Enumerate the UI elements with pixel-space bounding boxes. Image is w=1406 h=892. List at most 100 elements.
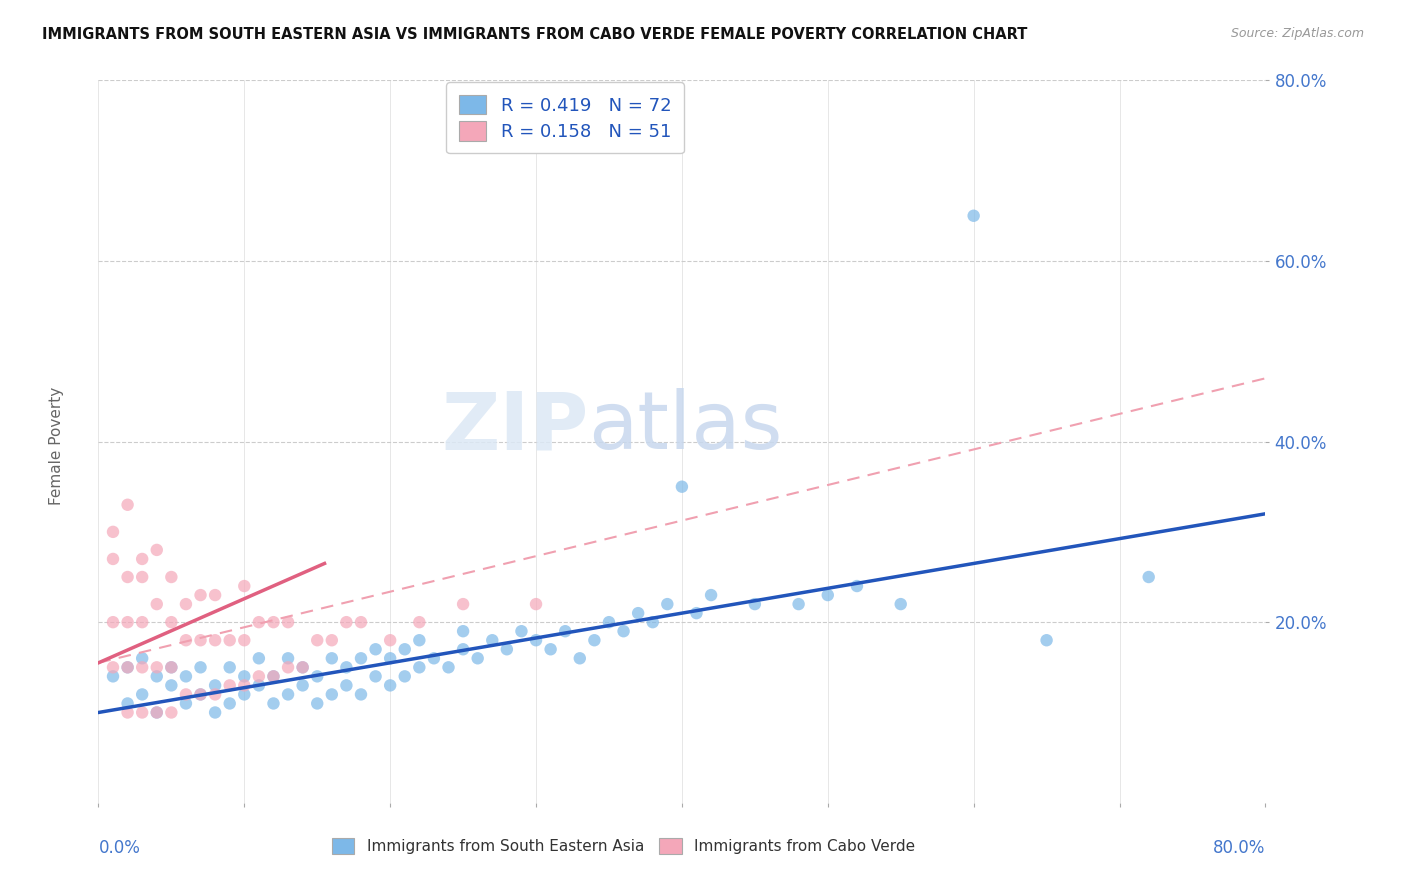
Point: [101, 552, 124, 566]
Point: [394, 669, 416, 683]
Point: [291, 660, 314, 674]
Point: [233, 579, 256, 593]
Point: [204, 706, 226, 720]
Point: [890, 597, 912, 611]
Point: [451, 642, 474, 657]
Point: [380, 633, 402, 648]
Point: [524, 633, 547, 648]
Point: [627, 606, 650, 620]
Point: [321, 633, 343, 648]
Point: [583, 633, 606, 648]
Point: [218, 633, 240, 648]
Point: [117, 570, 139, 584]
Point: [496, 642, 519, 657]
Point: [146, 669, 169, 683]
Point: [321, 687, 343, 701]
Point: [451, 597, 474, 611]
Point: [247, 669, 270, 683]
Point: [174, 597, 197, 611]
Point: [408, 660, 430, 674]
Point: [233, 687, 256, 701]
Point: [467, 651, 489, 665]
Point: [598, 615, 620, 630]
Point: [146, 706, 169, 720]
Point: [204, 678, 226, 692]
Text: ZIP: ZIP: [441, 388, 589, 467]
Point: [160, 615, 183, 630]
Point: [146, 660, 169, 674]
Text: atlas: atlas: [589, 388, 783, 467]
Point: [233, 669, 256, 683]
Point: [262, 669, 284, 683]
Text: 0.0%: 0.0%: [98, 838, 141, 857]
Point: [540, 642, 562, 657]
Point: [1137, 570, 1160, 584]
Point: [233, 633, 256, 648]
Point: [657, 597, 679, 611]
Point: [437, 660, 460, 674]
Point: [612, 624, 634, 639]
Point: [744, 597, 766, 611]
Point: [291, 660, 314, 674]
Point: [146, 706, 169, 720]
Point: [174, 697, 197, 711]
Point: [1035, 633, 1057, 648]
Point: [307, 669, 329, 683]
Point: [174, 669, 197, 683]
Point: [335, 615, 357, 630]
Point: [190, 660, 212, 674]
Point: [846, 579, 869, 593]
Point: [174, 687, 197, 701]
Point: [190, 588, 212, 602]
Point: [380, 651, 402, 665]
Point: [131, 651, 153, 665]
Point: [335, 660, 357, 674]
Point: [117, 615, 139, 630]
Point: [190, 687, 212, 701]
Point: [101, 524, 124, 539]
Point: [262, 697, 284, 711]
Point: [277, 687, 299, 701]
Point: [380, 678, 402, 692]
Point: [204, 588, 226, 602]
Point: [131, 660, 153, 674]
Point: [190, 633, 212, 648]
Point: [817, 588, 839, 602]
Point: [131, 570, 153, 584]
Point: [117, 660, 139, 674]
Point: [350, 651, 373, 665]
Point: [101, 615, 124, 630]
Point: [262, 669, 284, 683]
Text: 80.0%: 80.0%: [1213, 838, 1265, 857]
Point: [408, 633, 430, 648]
Point: [408, 615, 430, 630]
Point: [962, 209, 984, 223]
Point: [451, 624, 474, 639]
Point: [218, 660, 240, 674]
Point: [510, 624, 533, 639]
Point: [233, 678, 256, 692]
Point: [291, 678, 314, 692]
Point: [160, 678, 183, 692]
Point: [307, 633, 329, 648]
Point: [481, 633, 503, 648]
Point: [262, 615, 284, 630]
Point: [350, 687, 373, 701]
Text: Source: ZipAtlas.com: Source: ZipAtlas.com: [1230, 27, 1364, 40]
Point: [204, 633, 226, 648]
Point: [247, 678, 270, 692]
Point: [350, 615, 373, 630]
Point: [218, 678, 240, 692]
Point: [131, 706, 153, 720]
Point: [335, 678, 357, 692]
Point: [218, 697, 240, 711]
Point: [190, 687, 212, 701]
Point: [174, 633, 197, 648]
Point: [307, 697, 329, 711]
Point: [524, 597, 547, 611]
Point: [117, 697, 139, 711]
Point: [160, 660, 183, 674]
Point: [671, 480, 693, 494]
Point: [277, 651, 299, 665]
Point: [641, 615, 664, 630]
